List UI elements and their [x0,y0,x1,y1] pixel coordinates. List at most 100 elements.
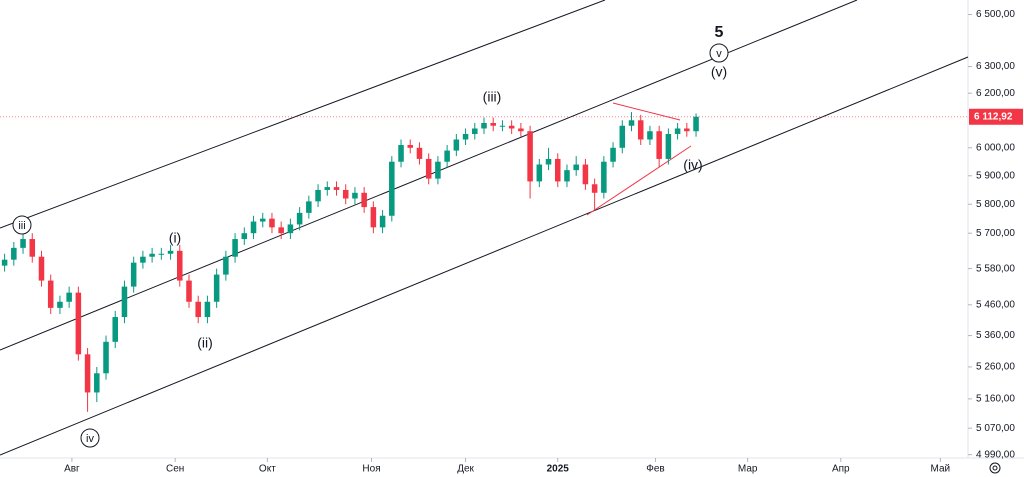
candle-body [361,192,367,208]
candles [1,112,699,412]
y-tick-label: 5 460,00 [976,299,1015,310]
gear[interactable] [989,462,1001,474]
x-tick-label: Апр [832,464,850,475]
candle-body [278,227,284,234]
candle-body [20,239,26,248]
x-tick-label: Фев [646,464,664,475]
x-tick-label: Мар [738,464,758,475]
annotation-circle [80,428,100,448]
last-price-box [969,108,1023,125]
y-tick-label: 5 800,00 [976,199,1015,210]
candle-body [296,212,303,225]
candle-body [435,161,441,179]
candle-body [637,120,644,140]
x-tick-label: Сен [166,464,184,475]
gear-center [992,465,998,471]
candle-body [425,158,432,179]
candle-body [628,120,635,126]
wave-label: (iv) [683,157,702,173]
candle-body [269,218,275,228]
candle-body [554,158,561,182]
candle-body [47,280,54,308]
channel-line [0,0,606,229]
candle-body [601,161,607,193]
wave-label: (i) [169,230,181,246]
candle-body [232,239,238,257]
y-tick-label: 4 990,00 [976,449,1015,460]
candle-body [674,128,681,134]
candle-body [1,259,8,266]
candle-body [545,158,552,165]
candle-body [656,131,662,159]
candle-body [38,256,45,281]
candle-body [508,125,515,129]
wave-label: (v) [711,64,727,80]
candle-body [287,224,294,234]
wave-label: iii [18,220,25,232]
annotation-circle [709,43,729,63]
y-tick-label: 6 500,00 [976,9,1015,20]
y-tick-label: 5 700,00 [976,228,1015,239]
x-tick-label: Авг [64,464,80,475]
candle-body [619,125,626,148]
candle-body [140,256,146,263]
candle-body [149,253,155,257]
candle-body [684,128,690,132]
triangle-line [612,102,681,121]
candle-body [186,280,192,302]
candle-body [564,170,570,182]
candle-body [527,131,533,182]
y-tick-label: 6 000,00 [976,142,1015,153]
candle-body [324,187,331,190]
candle-body [416,147,423,159]
candle-body [121,286,128,318]
x-tick-label: Май [931,464,951,475]
candle-body [94,373,100,393]
candle-body [647,131,653,140]
candle-body [75,292,82,355]
candle-body [591,184,598,193]
candle-body [693,116,699,132]
triangle [586,102,692,216]
candle-body [66,292,72,302]
channel-line [0,56,969,456]
x-tick-label: Окт [259,464,276,475]
annotation-circle [12,215,32,235]
candle-body [453,139,460,151]
candle-body [490,123,496,126]
candle-body [370,207,377,228]
x-tick-label: 2025 [547,464,570,475]
candle-body [518,128,524,132]
candle-body [306,201,312,213]
x-tick-label: Ноя [362,464,380,475]
wave-label: iv [86,433,94,445]
candle-body [315,189,321,202]
candle-body [472,128,478,134]
candle-body [57,301,63,308]
candle-body [103,341,109,374]
candle-body [499,125,506,127]
candle-body [204,301,211,318]
candle-body [158,253,165,255]
candle-body [130,262,137,287]
candle-body [333,187,340,190]
y-tick-label: 6 300,00 [976,61,1015,72]
candle-body [407,145,414,148]
candle-body [481,123,487,129]
y-tick-label: 5 900,00 [976,170,1015,181]
candle-body [213,274,220,302]
candle-body [112,317,119,342]
y-tick-label: 5 360,00 [976,330,1015,341]
wave-label: 5 [715,24,724,41]
settings-icon[interactable] [989,462,1001,474]
candle-body [462,133,469,140]
candle-body [665,133,672,159]
candle-body [223,256,229,275]
candle-body [379,215,386,228]
candle-body [444,150,450,162]
wave-label: (ii) [197,335,213,351]
wave-label: v [716,48,722,60]
triangle-line [586,145,692,216]
candle-body [342,189,349,199]
